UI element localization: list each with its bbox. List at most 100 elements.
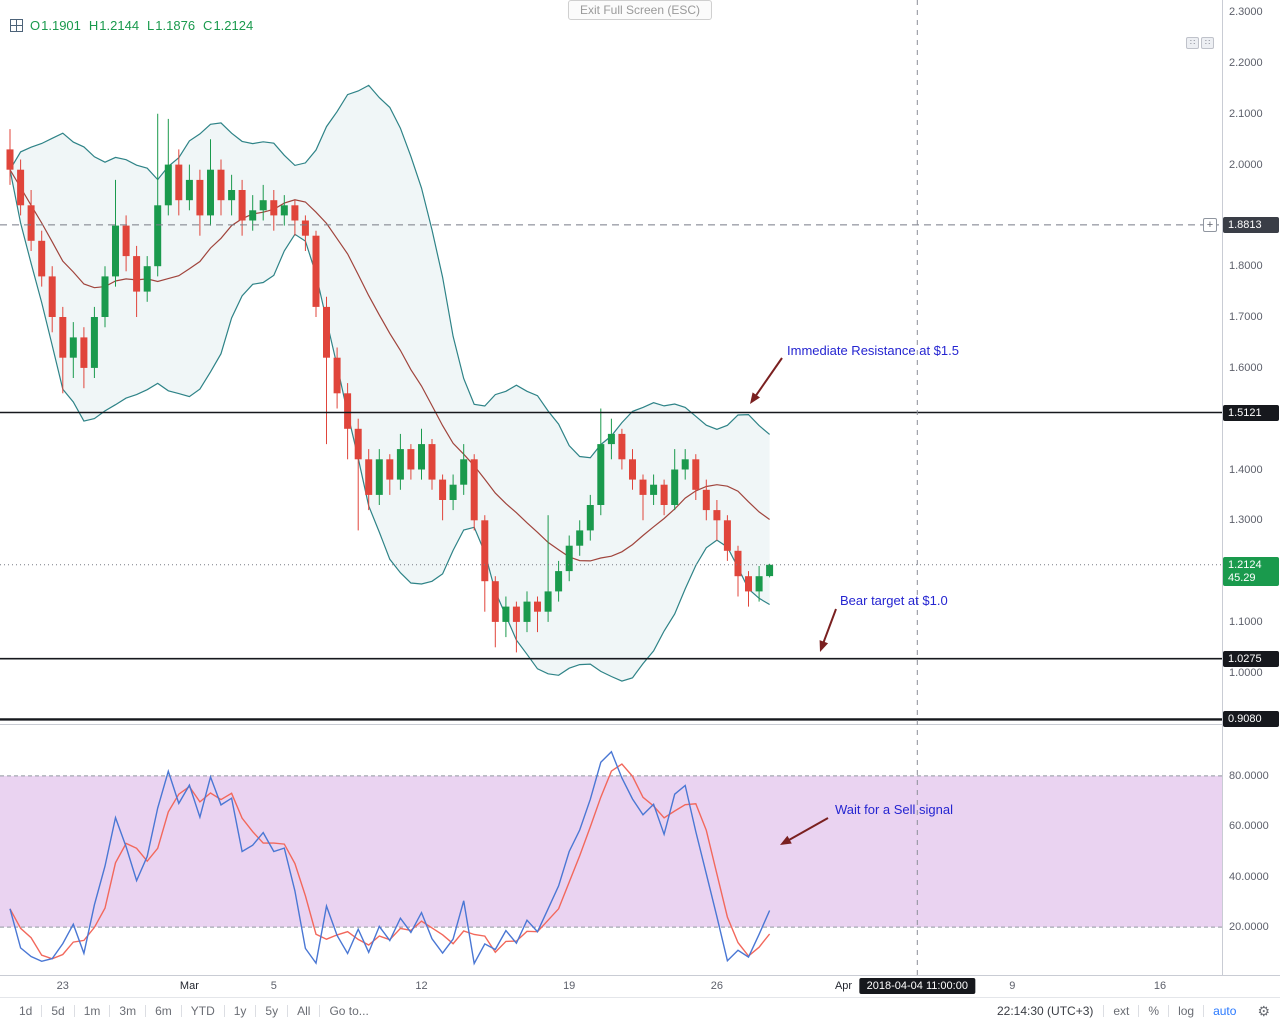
ext-session-button[interactable]: ext xyxy=(1113,1004,1130,1018)
price-tick-label: 20.0000 xyxy=(1229,921,1269,934)
range-button-5d[interactable]: 5d xyxy=(51,1004,65,1018)
bottom-toolbar: 1d 5d 1m 3m 6m YTD 1y 5y All Go to... 22:14:30 (U… xyxy=(0,997,1280,1024)
range-button-all[interactable]: All xyxy=(297,1004,311,1018)
toolbar-separator xyxy=(223,1005,225,1017)
candle-body xyxy=(650,484,658,495)
ohlc-legend: O 1.1901 H 1.2144 L 1.1876 C 1.2124 xyxy=(10,18,261,33)
candle-body xyxy=(597,444,605,505)
open-label: O xyxy=(30,18,41,33)
candle-body xyxy=(523,601,531,622)
range-button-1m[interactable]: 1m xyxy=(83,1004,101,1018)
range-button-5y[interactable]: 5y xyxy=(265,1004,279,1018)
candle-body xyxy=(491,581,499,622)
toolbar-separator xyxy=(287,1005,289,1017)
chart-canvas[interactable]: Immediate Resistance at $1.5 Bear target … xyxy=(0,0,1222,975)
candle-body xyxy=(639,479,647,495)
price-badge: 0.9080 xyxy=(1223,711,1279,728)
candle-body xyxy=(207,169,214,216)
candle-body xyxy=(101,276,109,317)
time-tick-label: 23 xyxy=(56,980,69,992)
candle-body xyxy=(671,469,679,505)
percent-scale-button[interactable]: % xyxy=(1148,1004,1160,1018)
price-tick-label: 60.0000 xyxy=(1229,820,1269,833)
price-tick-label: 2.1000 xyxy=(1229,107,1263,120)
candle-body xyxy=(544,591,552,612)
candle-body xyxy=(586,505,594,531)
candle-body xyxy=(629,459,636,480)
price-tick-label: 1.4000 xyxy=(1229,463,1263,476)
candle-body xyxy=(407,449,415,470)
layout-grid-icon xyxy=(10,19,23,32)
stochastic-lines xyxy=(9,750,771,966)
candle-body xyxy=(175,164,183,201)
candle-body xyxy=(449,484,457,500)
candle-body xyxy=(565,545,573,572)
price-tick-label: 40.0000 xyxy=(1229,870,1269,883)
candle-body xyxy=(354,428,362,460)
time-tick-label: Mar xyxy=(179,980,199,992)
candle-body xyxy=(238,190,246,221)
scale-controls-group: 22:14:30 (UTC+3) ext % log auto ⚙ xyxy=(987,1003,1270,1020)
time-tick-label: 16 xyxy=(1153,980,1167,992)
annotation-text-0: Immediate Resistance at $1.5 xyxy=(787,343,959,358)
range-button-6m[interactable]: 6m xyxy=(155,1004,172,1018)
time-axis[interactable]: 23 Mar 5 12 19 26 Apr 9 16 2018-04-04 11:00:00 xyxy=(0,975,1280,997)
pane-control-up-icon[interactable]: ∷ xyxy=(1186,37,1199,49)
price-tick-label: 2.3000 xyxy=(1229,6,1263,19)
time-tick-label: 26 xyxy=(710,980,724,992)
goto-button[interactable]: Go to... xyxy=(329,1004,369,1018)
crosshair-time-badge: 2018-04-04 11:00:00 xyxy=(859,978,975,994)
toolbar-separator xyxy=(73,1005,75,1017)
legend-close: C 1.2124 xyxy=(203,18,254,33)
price-badge: 1.0275 xyxy=(1223,650,1279,667)
price-axis[interactable]: 2.3000 2.2000 2.1000 2.0000 1.8000 1.7000 1.60… xyxy=(1222,0,1280,975)
price-tick-label: 1.3000 xyxy=(1229,514,1263,527)
candle-body xyxy=(386,459,394,480)
candle-body xyxy=(154,205,162,267)
candle-body xyxy=(217,169,225,201)
range-button-1d[interactable]: 1d xyxy=(19,1004,33,1018)
candle-body xyxy=(27,205,35,241)
candle-body xyxy=(375,459,383,495)
clock-label: 22:14:30 (UTC+3) xyxy=(996,1004,1094,1018)
candle-body xyxy=(576,530,584,546)
candle-body xyxy=(90,317,98,368)
candle-body xyxy=(618,433,626,460)
candle-body xyxy=(481,520,489,582)
low-label: L xyxy=(147,18,155,33)
high-label: H xyxy=(88,18,99,33)
candle-body xyxy=(692,459,700,490)
candle-body xyxy=(48,276,56,317)
time-tick-label: 5 xyxy=(270,980,277,992)
candle-body xyxy=(713,510,721,521)
toolbar-separator xyxy=(1103,1005,1105,1017)
pane-control-down-icon[interactable]: ∷ xyxy=(1201,37,1214,49)
candle-body xyxy=(607,433,615,445)
candle-body xyxy=(312,235,320,307)
candle-body xyxy=(143,266,151,292)
range-button-3m[interactable]: 3m xyxy=(119,1004,137,1018)
settings-gear-icon[interactable]: ⚙ xyxy=(1257,1002,1270,1019)
price-badge: 1.2124 xyxy=(1223,556,1279,573)
candle-body xyxy=(80,337,88,368)
range-button-1y[interactable]: 1y xyxy=(233,1004,247,1018)
log-scale-button[interactable]: log xyxy=(1178,1004,1195,1018)
time-tick-label: 12 xyxy=(415,980,428,992)
auto-scale-button[interactable]: auto xyxy=(1213,1004,1237,1018)
candle-body xyxy=(133,256,141,292)
range-buttons-group: 1d 5d 1m 3m 6m YTD 1y 5y All Go to... xyxy=(10,1004,378,1018)
annotation-text-1: Bear target at $1.0 xyxy=(840,593,948,608)
time-tick-label: Apr xyxy=(834,980,853,992)
candle-body xyxy=(534,601,541,612)
candle-body xyxy=(69,337,77,358)
candle-body xyxy=(755,576,763,592)
candle-body xyxy=(196,179,204,216)
range-button-ytd[interactable]: YTD xyxy=(190,1004,215,1018)
price-tick-label: 1.6000 xyxy=(1229,361,1263,374)
candle-body xyxy=(6,149,14,170)
toolbar-separator xyxy=(180,1005,182,1017)
add-alert-plus-icon[interactable]: + xyxy=(1203,217,1217,232)
toolbar-separator xyxy=(109,1005,111,1017)
price-tick-label: 1.0000 xyxy=(1229,666,1263,679)
